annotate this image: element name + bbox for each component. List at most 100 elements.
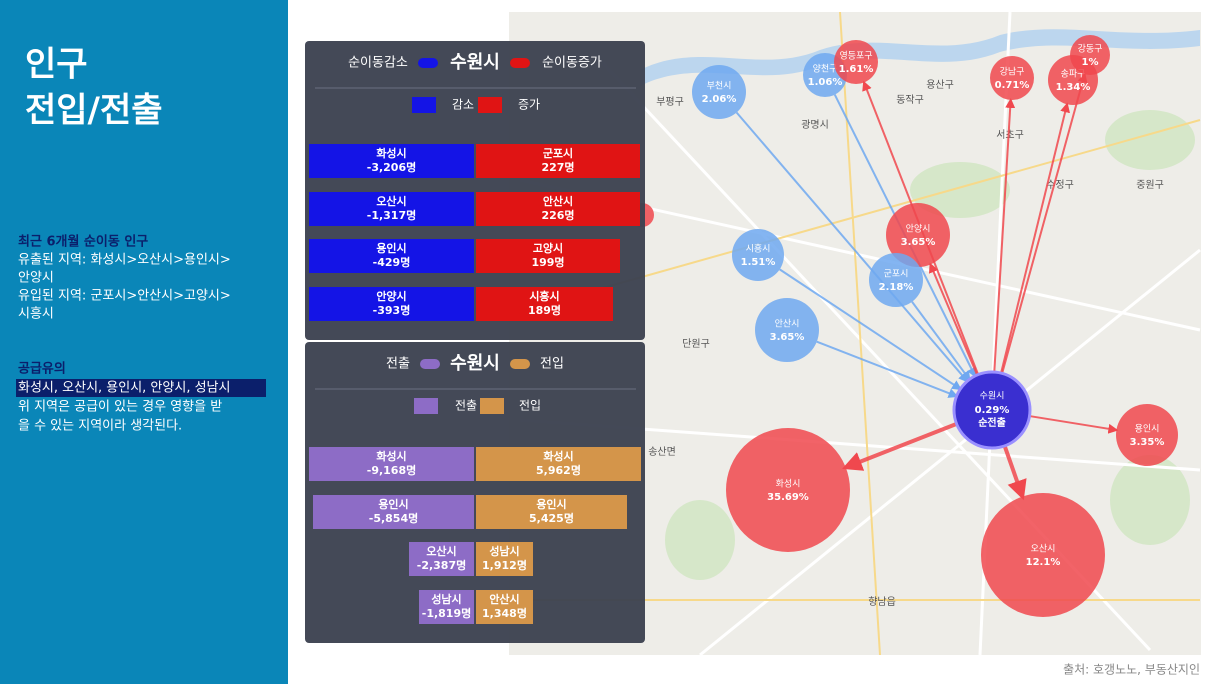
bubble-label: 3.65%: [901, 237, 936, 248]
section-line: 안양시: [18, 271, 54, 286]
bar-name: 화성시: [543, 449, 573, 463]
bubble-name: 부천시: [707, 81, 732, 92]
region-bubble: [755, 298, 819, 362]
bar-value: -429명: [373, 255, 411, 269]
highlight-text: 화성시, 오산시, 용인시, 안양시, 성남시: [18, 381, 230, 396]
park: [1105, 110, 1195, 170]
region-bubble: [726, 428, 850, 552]
region-bubble: [1116, 404, 1178, 466]
place-label: 수정구: [1046, 179, 1074, 191]
header-pill: [418, 58, 438, 68]
header-pill: [510, 58, 530, 68]
bar-name: 용인시: [536, 497, 566, 511]
bar: [476, 590, 533, 624]
center-label: 0.29%: [975, 405, 1010, 416]
bubble-label: 3.35%: [1130, 437, 1165, 448]
region-bubble: [732, 229, 784, 281]
bar: [309, 447, 474, 481]
source: 출처: 호갱노노, 부동산지인: [1063, 663, 1200, 677]
bar-value: 1,348명: [482, 606, 527, 620]
bar-name: 화성시: [376, 146, 406, 160]
place-label: 서초구: [996, 129, 1024, 141]
bar-name: 오산시: [426, 544, 456, 558]
bar-value: 199명: [531, 255, 564, 269]
bubble-label: 1.61%: [839, 64, 874, 75]
legend-label: 증가: [518, 98, 540, 112]
region-bubble: [886, 203, 950, 267]
bar: [476, 542, 533, 576]
bar: [476, 287, 613, 321]
center-bubble: [952, 370, 1032, 450]
bar: [476, 239, 620, 273]
region-bubble: [834, 40, 878, 84]
highlight-bg: [16, 379, 266, 397]
bubble-name: 용인시: [1135, 424, 1160, 435]
park: [1110, 455, 1190, 545]
bar: [309, 287, 474, 321]
bar: [476, 144, 640, 178]
river: [640, 29, 1200, 87]
bar-name: 화성시: [376, 449, 406, 463]
section-line: 유출된 지역: 화성시>오산시>용인시>: [18, 253, 231, 268]
flow-arrow: [928, 262, 979, 376]
bar-value: 227명: [541, 160, 574, 174]
section-line: 시흥시: [18, 307, 54, 322]
legend-swatch: [480, 398, 504, 414]
bar-name: 오산시: [376, 194, 406, 208]
slide-title: 전입/전출: [25, 91, 163, 131]
place-label: 동작구: [896, 94, 924, 106]
panel-header-right: 순이동증가: [542, 56, 602, 71]
section-line: 을 수 있는 지역이라 생각된다.: [18, 419, 182, 434]
flow-arrow: [1001, 72, 1088, 374]
place-label: 향남읍: [868, 596, 896, 608]
bar-value: -9,168명: [367, 463, 416, 477]
bar-value: -3,206명: [367, 160, 416, 174]
panel-header-center: 수원시: [450, 353, 500, 374]
bar: [309, 192, 474, 226]
panel-bg: [305, 342, 645, 643]
bar-name: 고양시: [533, 241, 563, 255]
bar-name: 안양시: [376, 289, 406, 303]
bubble-label: 1%: [1082, 57, 1099, 68]
flow-arrow: [1029, 415, 1119, 434]
bar-name: 군포시: [543, 147, 573, 160]
bar-name: 시흥시: [529, 289, 559, 303]
bubble-name: 안양시: [906, 224, 931, 235]
bar-value: -1,819명: [422, 606, 471, 620]
place-label: 송산면: [648, 446, 676, 458]
slide-title: 인구: [25, 45, 88, 85]
legend-swatch: [478, 97, 502, 113]
bubble-name: 강동구: [1078, 44, 1103, 55]
flow-arrow: [779, 268, 962, 391]
bar-name: 성남시: [489, 544, 519, 558]
legend-label: 전입: [519, 399, 541, 413]
bar: [476, 192, 640, 226]
bubble-name: 화성시: [776, 479, 801, 490]
flow-arrow: [1002, 445, 1027, 501]
bar: [476, 447, 641, 481]
flow-arrow: [993, 97, 1016, 373]
bar: [419, 590, 474, 624]
bubble-label: 0.71%: [995, 80, 1030, 91]
region-bubble: [990, 56, 1034, 100]
bubble-name: 영등포구: [839, 51, 872, 62]
bubble-label: 12.1%: [1026, 557, 1061, 568]
bubble-label: 2.06%: [702, 94, 737, 105]
legend-swatch: [414, 398, 438, 414]
bar-name: 성남시: [431, 592, 461, 606]
bar-name: 안산시: [489, 592, 519, 606]
place-label: 광명시: [801, 119, 829, 131]
bubble-name: 양천구: [813, 64, 838, 75]
section-heading: 공급유의: [18, 361, 66, 377]
bubble-label: 1.06%: [808, 77, 843, 88]
bubble-name: 군포시: [884, 269, 909, 280]
panel-header-left: 순이동감소: [348, 56, 408, 71]
bar-value: 5,425명: [529, 511, 574, 525]
bubble-name: 송파구: [1061, 69, 1086, 80]
center-note: 순전출: [978, 416, 1006, 429]
panel-header-right: 전입: [540, 357, 564, 372]
bar-name: 용인시: [378, 497, 408, 511]
bar-name: 안산시: [543, 194, 573, 208]
bar-value: -1,317명: [367, 208, 416, 222]
